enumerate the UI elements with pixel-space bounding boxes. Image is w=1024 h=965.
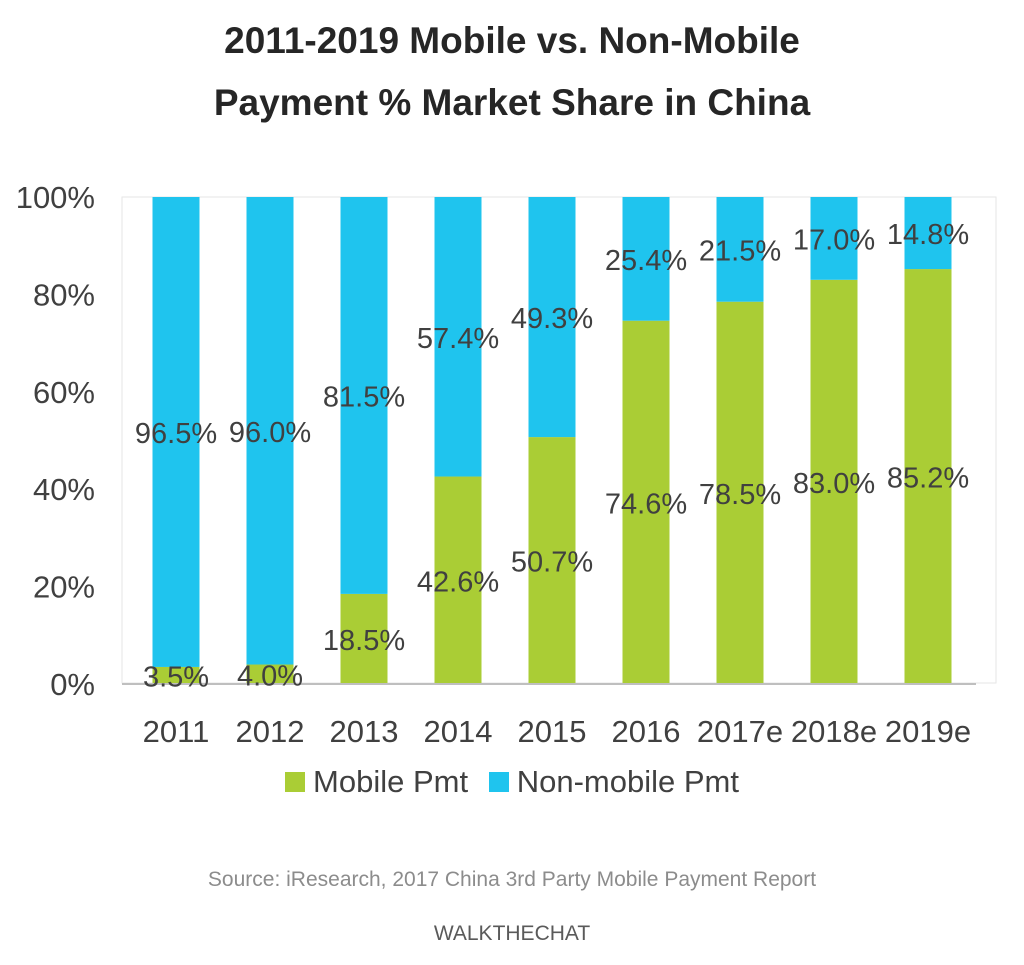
bar-mobile: [810, 279, 858, 684]
legend: Mobile Pmt Non-mobile Pmt: [0, 764, 1024, 800]
bar-mobile: [340, 593, 388, 684]
x-tick-label: 2018e: [791, 714, 877, 749]
x-tick-label: 2012: [236, 714, 305, 749]
data-label-non-mobile: 21.5%: [699, 235, 781, 267]
x-tick-label: 2014: [424, 714, 493, 749]
bar-non-mobile: [528, 197, 576, 438]
data-label-non-mobile: 96.0%: [229, 417, 311, 449]
data-label-non-mobile: 14.8%: [887, 219, 969, 251]
y-axis: 0% 20% 40% 60% 80% 100%: [16, 180, 95, 702]
data-label-mobile: 3.5%: [143, 661, 209, 693]
bar-non-mobile: [152, 197, 200, 667]
bar-non-mobile: [810, 197, 858, 280]
bar-mobile: [622, 320, 670, 684]
data-label-non-mobile: 25.4%: [605, 245, 687, 277]
data-labels: 3.5% 96.5% 4.0% 96.0% 18.5% 81.5% 42.6% 57.4% 50…: [135, 219, 969, 693]
data-label-non-mobile: 57.4%: [417, 323, 499, 355]
chart-title-line-2: Payment % Market Share in China: [213, 82, 811, 123]
bar-mobile: [434, 476, 482, 684]
y-tick-label: 60%: [33, 375, 95, 410]
chart-title: 2011-2019 Mobile vs. Non-Mobile Payment …: [0, 10, 1024, 134]
bar-non-mobile: [904, 197, 952, 270]
data-label-non-mobile: 49.3%: [511, 303, 593, 335]
data-label-mobile: 78.5%: [699, 479, 781, 511]
bar-non-mobile: [716, 197, 764, 302]
data-label-mobile: 50.7%: [511, 547, 593, 579]
legend-item-mobile: Mobile Pmt: [285, 764, 468, 800]
data-label-mobile: 83.0%: [793, 468, 875, 500]
data-label-mobile: 4.0%: [237, 660, 303, 692]
bar-non-mobile: [340, 197, 388, 594]
bar-group: [152, 197, 952, 684]
legend-label-non-mobile: Non-mobile Pmt: [516, 764, 739, 799]
x-tick-label: 2011: [143, 714, 210, 749]
x-tick-label: 2016: [612, 714, 681, 749]
legend-item-non-mobile: Non-mobile Pmt: [488, 764, 739, 800]
bar-non-mobile: [246, 197, 294, 665]
x-tick-label: 2017e: [697, 714, 783, 749]
legend-swatch-mobile: [285, 772, 306, 792]
bar-non-mobile: [622, 197, 670, 321]
bar-mobile: [246, 664, 294, 684]
bar-mobile: [152, 666, 200, 684]
y-tick-label: 20%: [33, 570, 95, 605]
chart-title-line-1: 2011-2019 Mobile vs. Non-Mobile: [224, 20, 800, 61]
data-label-mobile: 85.2%: [887, 463, 969, 495]
data-label-mobile: 74.6%: [605, 488, 687, 520]
legend-label-mobile: Mobile Pmt: [313, 764, 469, 799]
y-tick-label: 0%: [50, 667, 95, 702]
y-tick-label: 40%: [33, 472, 95, 507]
brand-name: WALKTHECHAT: [433, 922, 591, 945]
bar-mobile: [904, 269, 952, 684]
x-tick-label: 2015: [518, 714, 587, 749]
bar-mobile: [528, 437, 576, 684]
x-tick-label: 2019e: [885, 714, 971, 749]
data-label-non-mobile: 17.0%: [793, 224, 875, 256]
data-label-mobile: 42.6%: [417, 566, 499, 598]
data-label-non-mobile: 81.5%: [323, 381, 405, 413]
source-note: Source: iResearch, 2017 China 3rd Party …: [207, 868, 817, 891]
y-tick-label: 80%: [33, 277, 95, 312]
data-label-mobile: 18.5%: [323, 625, 405, 657]
bar-mobile: [716, 301, 764, 684]
bar-non-mobile: [434, 197, 482, 477]
x-axis: 2011 2012 2013 2014 2015 2016 2017e 2018e 2019e: [143, 714, 971, 749]
legend-swatch-non-mobile: [488, 772, 509, 792]
data-label-non-mobile: 96.5%: [135, 418, 217, 450]
y-tick-label: 100%: [16, 180, 95, 215]
x-tick-label: 2013: [330, 714, 399, 749]
